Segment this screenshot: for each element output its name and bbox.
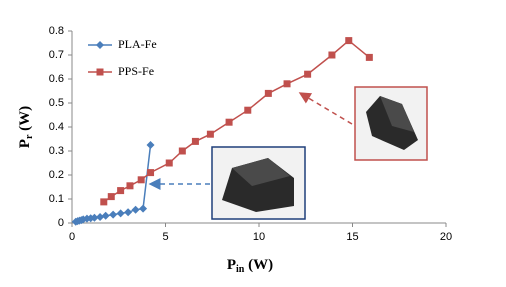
data-point — [191, 137, 199, 145]
data-point — [304, 70, 312, 78]
legend-label: PLA-Fe — [118, 37, 157, 51]
y-tick-label: 0.8 — [49, 25, 64, 37]
data-point — [126, 182, 134, 190]
data-point — [124, 208, 133, 217]
data-point — [139, 204, 148, 213]
y-tick-label: 0.2 — [49, 169, 64, 181]
data-point — [146, 141, 155, 149]
data-point — [137, 176, 145, 184]
photo-inset — [211, 146, 306, 220]
data-point — [100, 198, 108, 206]
x-tick-label: 20 — [440, 231, 452, 243]
y-tick-label: 0.5 — [49, 97, 64, 109]
data-point — [178, 147, 186, 155]
data-point — [328, 51, 336, 59]
y-tick-label: 0.3 — [49, 145, 64, 157]
series-line — [75, 144, 152, 223]
data-point — [225, 118, 233, 126]
data-point — [345, 37, 353, 45]
y-tick-label: 0.4 — [49, 121, 64, 133]
y-tick-label: 0.6 — [49, 73, 64, 85]
y-tick-label: 0 — [58, 217, 64, 229]
photo-inset — [354, 86, 428, 161]
data-point — [90, 213, 99, 222]
x-tick-label: 15 — [346, 231, 358, 243]
x-tick-label: 10 — [253, 231, 265, 243]
data-point — [116, 209, 125, 218]
data-point — [264, 89, 272, 97]
legend-label: PPS-Fe — [118, 64, 154, 78]
y-axis-label: Pr (W) — [17, 106, 35, 148]
legend-marker — [96, 68, 104, 76]
data-point — [147, 169, 155, 177]
legend-marker — [96, 41, 104, 49]
data-point — [206, 130, 214, 138]
x-tick-label: 0 — [69, 231, 75, 243]
data-point — [165, 159, 173, 167]
data-point — [107, 193, 115, 201]
data-point — [96, 213, 105, 221]
x-tick-label: 5 — [162, 231, 168, 243]
data-point — [117, 187, 125, 195]
y-tick-label: 0.7 — [49, 49, 64, 61]
pointer-arrow — [298, 92, 353, 125]
data-point — [109, 210, 118, 219]
data-point — [101, 211, 110, 220]
data-point — [131, 205, 140, 214]
y-tick-label: 0.1 — [49, 193, 64, 205]
x-axis-label: Pin (W) — [227, 257, 273, 275]
data-point — [365, 53, 373, 61]
data-point — [244, 106, 252, 114]
data-point — [283, 80, 291, 88]
